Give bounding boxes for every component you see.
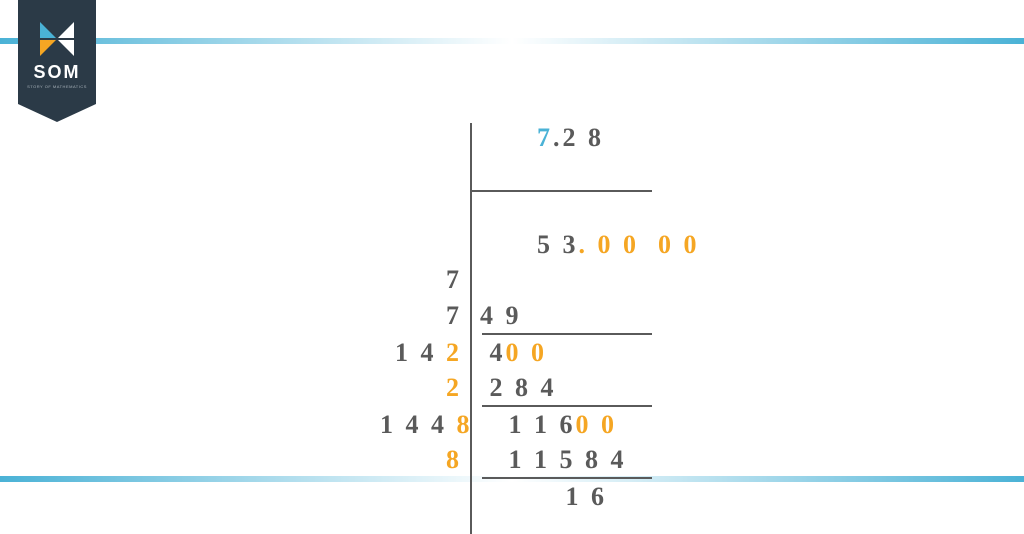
divisor-left: 7 (380, 262, 470, 297)
step-row: 1 4 2 40 0 (380, 335, 700, 370)
brand-name: SOM (33, 62, 80, 83)
brand-badge: SOM STORY OF MATHEMATICS (18, 0, 96, 104)
step-row: 2 2 8 4 (380, 370, 700, 405)
step-row: 8 1 1 5 8 4 (380, 442, 700, 477)
brand-logo-icon (40, 22, 74, 56)
remainder-row: 1 6 (380, 479, 700, 514)
double-left: 7 (380, 298, 470, 333)
top-accent-bar (0, 38, 1024, 44)
brand-tagline: STORY OF MATHEMATICS (27, 84, 87, 89)
quotient-int: 7 (537, 123, 553, 152)
quotient-frac: 2 8 (563, 123, 605, 152)
quotient-dot: . (553, 123, 563, 152)
step-row: 7 4 9 (380, 298, 700, 333)
step-row: 1 4 4 8 1 1 60 0 (380, 407, 700, 442)
square-root-long-division: 7.2 8 7 5 3. 0 0 0 0 7 4 9 1 4 2 40 0 2 … (380, 85, 700, 514)
subtract-value: 4 9 (470, 298, 650, 333)
quotient-row: 7.2 8 (380, 85, 700, 190)
vertical-bracket-line (470, 123, 472, 534)
remainder-value: 1 6 (566, 482, 608, 511)
step-row: 7 5 3. 0 0 0 0 (380, 192, 700, 297)
